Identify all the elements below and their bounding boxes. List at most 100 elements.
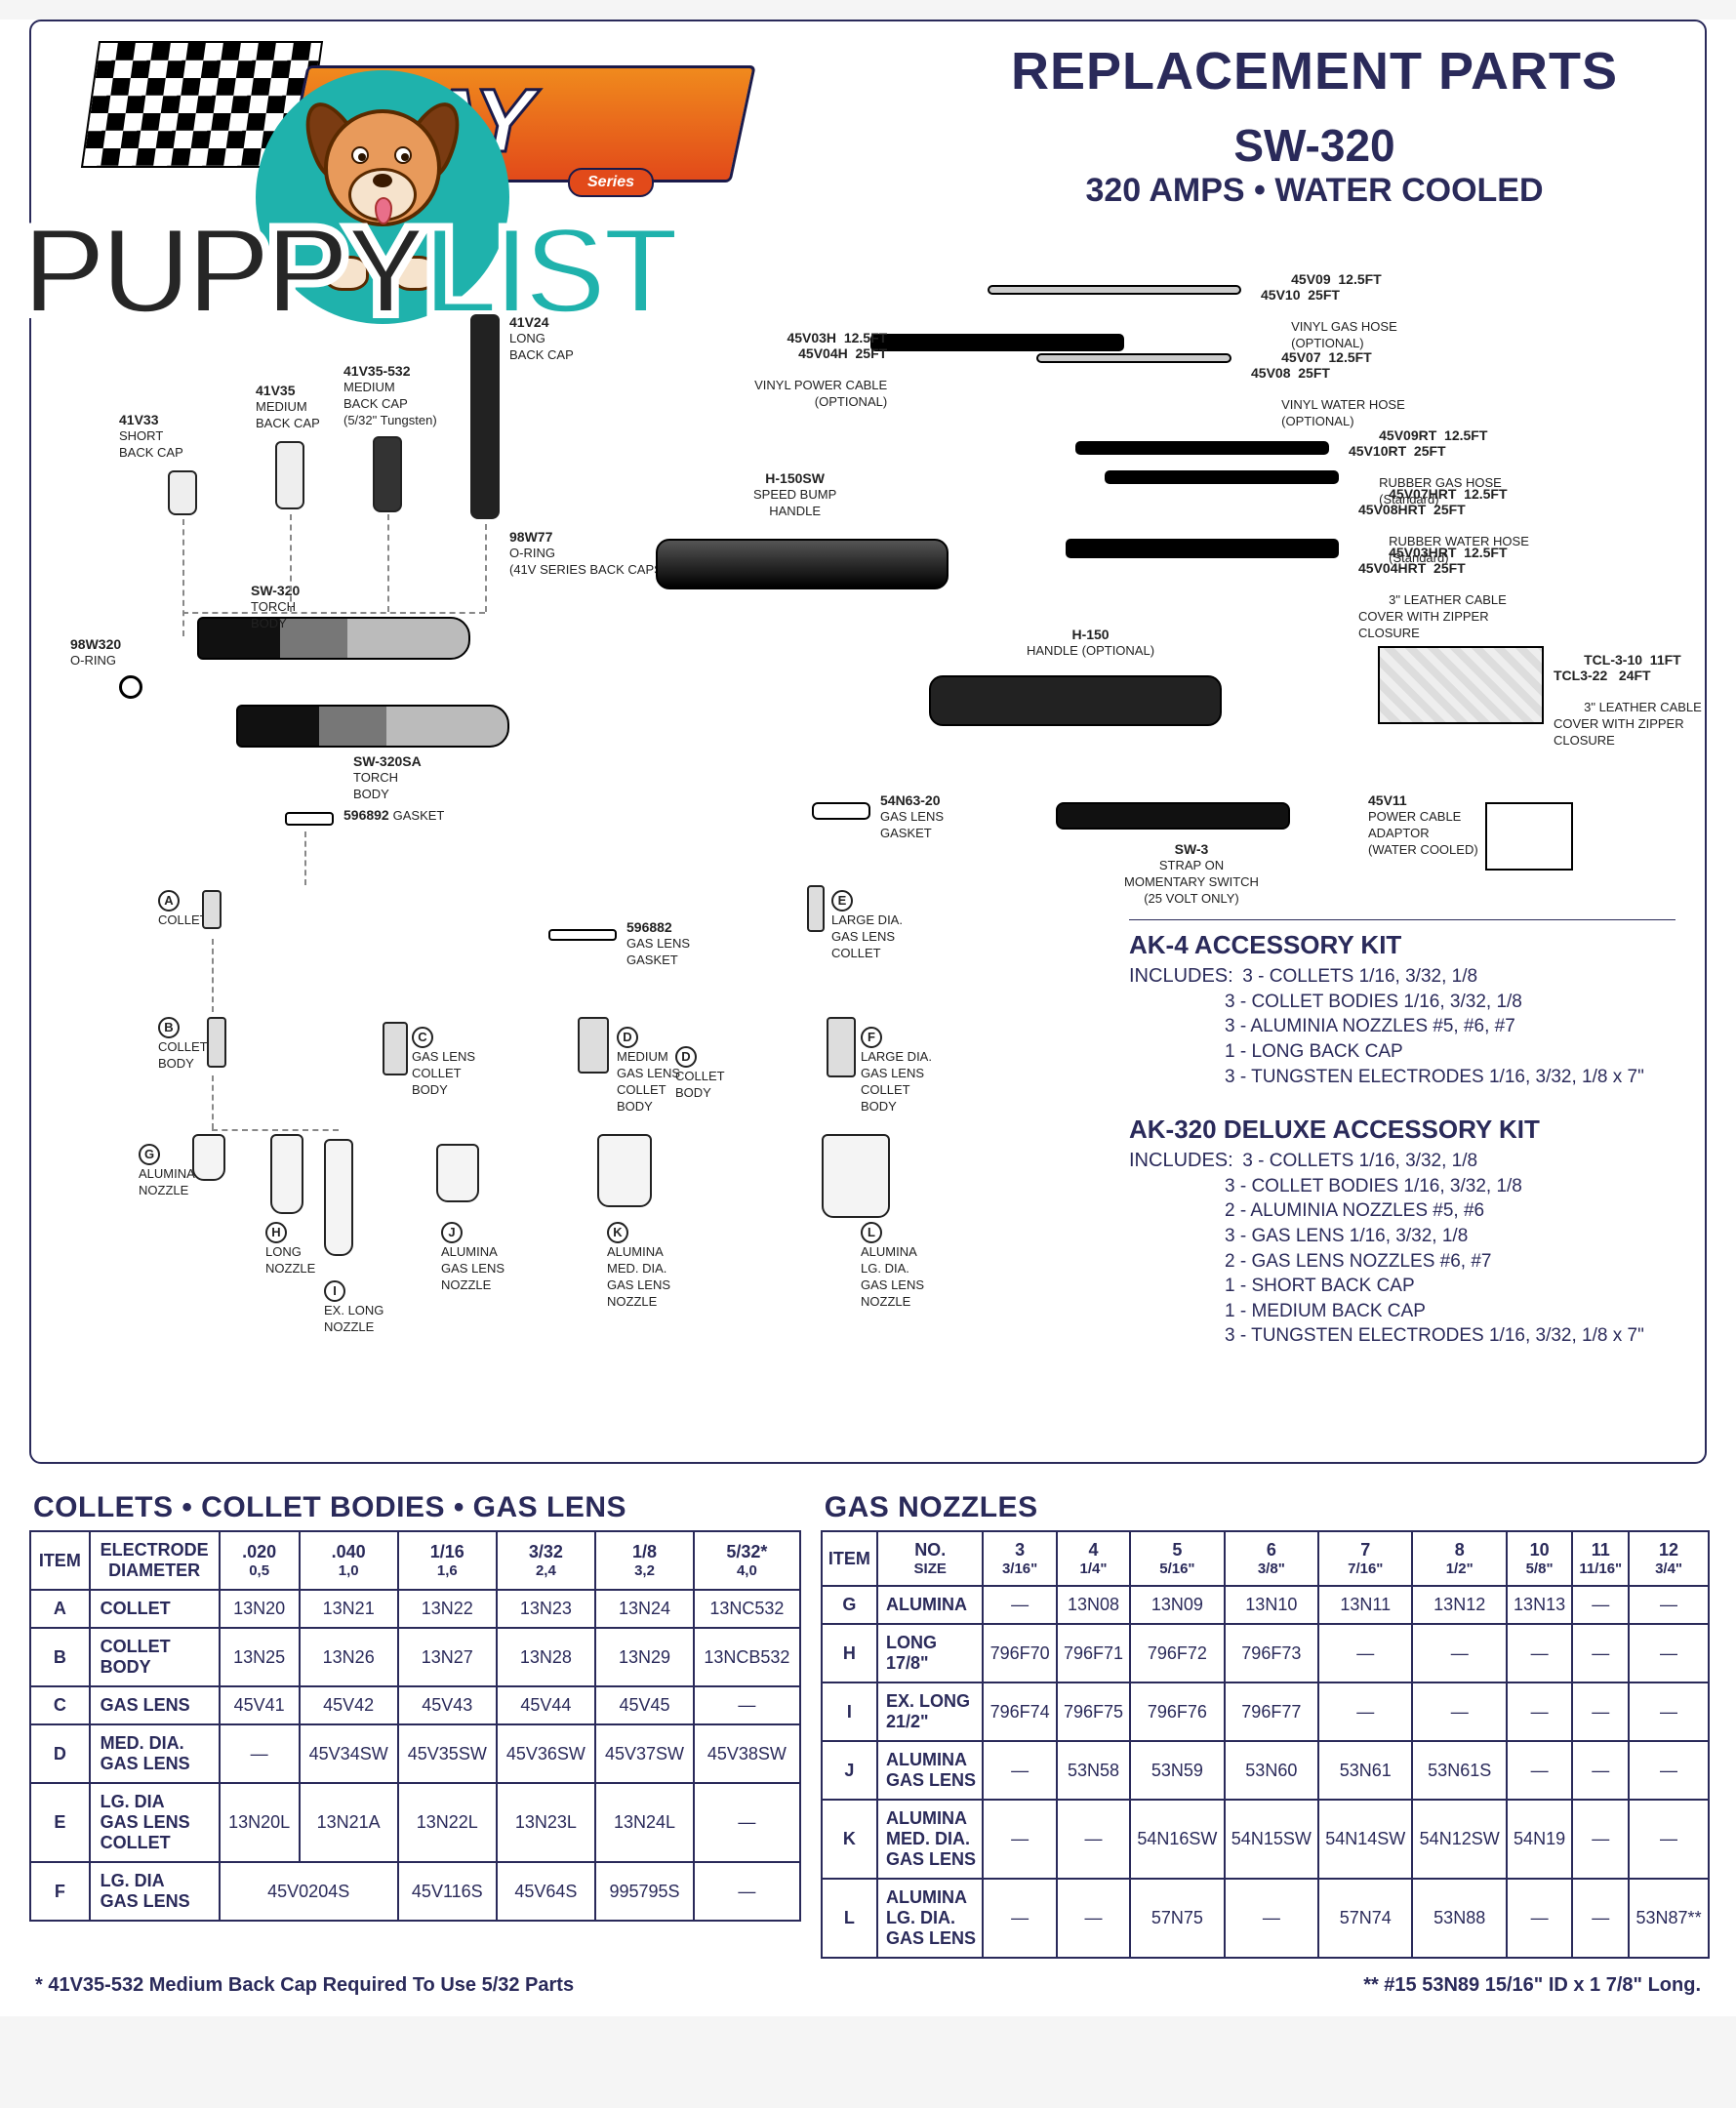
t1-cell: 13N24	[595, 1590, 694, 1628]
t2-cell: —	[1057, 1800, 1130, 1879]
t2-cell: —	[983, 1586, 1056, 1624]
speed-bump-handle-icon	[656, 539, 949, 589]
t1-cell: —	[220, 1724, 300, 1783]
torch-body-icon	[197, 617, 470, 660]
t2-cell: 57N74	[1318, 1879, 1412, 1958]
t1-cell: 45V0204S	[220, 1862, 398, 1921]
pn: 45V03H 12.5FT45V04H 25FT	[787, 330, 887, 361]
t1-item: B	[30, 1628, 90, 1686]
collet-icon	[202, 890, 222, 929]
kit-ak320-line-0: 3 - COLLETS 1/16, 3/32, 1/8	[1242, 1151, 1477, 1171]
t2-lbl: LONG17/8"	[877, 1624, 983, 1682]
t1-cell: 13NC532	[694, 1590, 800, 1628]
torch-body-sa-icon	[236, 705, 509, 748]
t1-h-116: 1/161,6	[398, 1531, 497, 1590]
pn: 45V09 12.5FT45V10 25FT	[1261, 271, 1382, 303]
callout-J: JALUMINAGAS LENSNOZZLE	[441, 1222, 505, 1293]
table-row: FLG. DIAGAS LENS45V0204S45V116S45V64S995…	[30, 1862, 800, 1921]
t1-cell: 45V34SW	[300, 1724, 398, 1783]
desc: MEDIUMGAS LENSCOLLETBODY	[617, 1049, 680, 1114]
callout-K: KALUMINAMED. DIA.GAS LENSNOZZLE	[607, 1222, 670, 1310]
table1-block: COLLETS • COLLET BODIES • GAS LENS ITEM …	[29, 1483, 801, 1959]
callout-98w77: 98W77 O-RING (41V SERIES BACK CAPS)	[509, 529, 666, 578]
t1-item: F	[30, 1862, 90, 1921]
t2-cell: 13N13	[1507, 1586, 1572, 1624]
kit-ak4-line-3: 1 - LONG BACK CAP	[1225, 1039, 1675, 1065]
header-row: WAY Series PUPPYLIST REPLACEMENT PART	[51, 41, 1685, 314]
t1-cell: 13N23L	[497, 1783, 595, 1862]
badge-K: K	[607, 1222, 628, 1243]
logo-series-pill: Series	[568, 168, 654, 197]
t1-cell: 45V44	[497, 1686, 595, 1724]
table-row: JALUMINAGAS LENS—53N5853N5953N6053N6153N…	[822, 1741, 1709, 1800]
desc: ALUMINALG. DIA.GAS LENSNOZZLE	[861, 1244, 924, 1309]
t2-lbl: ALUMINAGAS LENS	[877, 1741, 983, 1800]
kit-ak4-line-2: 3 - ALUMINIA NOZZLES #5, #6, #7	[1225, 1014, 1675, 1039]
alumina-nozzle-icon	[192, 1134, 225, 1181]
t1-lbl: LG. DIAGAS LENS	[90, 1862, 220, 1921]
collet-body-icon	[207, 1017, 226, 1068]
callout-41v33: 41V33 SHORTBACK CAP	[119, 412, 183, 461]
kit-ak320-line-7: 3 - TUNGSTEN ELECTRODES 1/16, 3/32, 1/8 …	[1225, 1323, 1675, 1349]
desc: GASKET	[393, 808, 445, 823]
kit-ak4-line-0: 3 - COLLETS 1/16, 3/32, 1/8	[1242, 966, 1477, 987]
t1-cell: —	[694, 1783, 800, 1862]
kit-ak320-title: AK-320 DELUXE ACCESSORY KIT	[1129, 1115, 1675, 1145]
desc: MEDIUMBACK CAP	[343, 380, 408, 411]
pn: 98W320	[70, 636, 121, 652]
t2-cell: 54N12SW	[1412, 1800, 1506, 1879]
footnote-right: ** #15 53N89 15/16" ID x 1 7/8" Long.	[1363, 1974, 1701, 1997]
pn: 45V07HRT 12.5FT45V08HRT 25FT	[1358, 486, 1508, 517]
t2-cell: 53N58	[1057, 1741, 1130, 1800]
t2-item: H	[822, 1624, 877, 1682]
callout-D: DMEDIUMGAS LENSCOLLETBODY	[617, 1027, 680, 1115]
desc: O-RING	[509, 546, 555, 560]
t2-cell: 796F73	[1225, 1624, 1318, 1682]
t2-cell: —	[1572, 1879, 1629, 1958]
callout-H: HLONGNOZZLE	[265, 1222, 315, 1277]
pn: 596882	[626, 919, 672, 935]
table-row: CGAS LENS45V4145V4245V4345V4445V45—	[30, 1686, 800, 1724]
kit-ak320-includes: INCLUDES:	[1129, 1150, 1233, 1171]
t1-item: D	[30, 1724, 90, 1783]
pn: 41V35-532	[343, 363, 411, 379]
t2-cell: —	[1412, 1682, 1506, 1741]
pn: 98W77	[509, 529, 552, 545]
t2-lbl: EX. LONG21/2"	[877, 1682, 983, 1741]
t2-cell: 796F72	[1130, 1624, 1224, 1682]
desc: VINYL WATER HOSE	[1281, 397, 1405, 412]
t1-lbl: MED. DIA.GAS LENS	[90, 1724, 220, 1783]
t2-cell: 796F74	[983, 1682, 1056, 1741]
t1-cell: 45V36SW	[497, 1724, 595, 1783]
badge-F: F	[861, 1027, 882, 1048]
pn: TCL-3-10 11FTTCL3-22 24FT	[1554, 652, 1681, 683]
t1-cell: 45V64S	[497, 1862, 595, 1921]
t1-item: A	[30, 1590, 90, 1628]
desc: 3" LEATHER CABLECOVER WITH ZIPPERCLOSURE	[1358, 592, 1507, 640]
kit-ak4-line-1: 3 - COLLET BODIES 1/16, 3/32, 1/8	[1225, 990, 1675, 1015]
t2-lbl: ALUMINALG. DIA.GAS LENS	[877, 1879, 983, 1958]
desc: LONGBACK CAP	[509, 331, 574, 362]
t2-cell: 796F71	[1057, 1624, 1130, 1682]
alumina-gas-lens-nozzle-icon	[436, 1144, 479, 1202]
desc: SPEED BUMPHANDLE	[753, 487, 836, 518]
table-row: KALUMINAMED. DIA.GAS LENS——54N16SW54N15S…	[822, 1800, 1709, 1879]
table-row: ACOLLET13N2013N2113N2213N2313N2413NC532	[30, 1590, 800, 1628]
t1-cell: 13N25	[220, 1628, 300, 1686]
t2-cell: 53N61	[1318, 1741, 1412, 1800]
t2-item: J	[822, 1741, 877, 1800]
badge-E: E	[831, 890, 853, 912]
short-back-cap-icon	[168, 470, 197, 515]
t2-cell: —	[983, 1800, 1056, 1879]
long-nozzle-icon	[270, 1134, 303, 1214]
desc: 3" LEATHER CABLECOVER WITH ZIPPERCLOSURE	[1554, 700, 1702, 748]
kit-ak4: AK-4 ACCESSORY KIT INCLUDES: 3 - COLLETS…	[1129, 910, 1675, 1089]
kit-ak320-line-4: 2 - GAS LENS NOZZLES #6, #7	[1225, 1249, 1675, 1275]
t1-h-item: ITEM	[30, 1531, 90, 1590]
t2-h-no: NO.SIZE	[877, 1531, 983, 1586]
t2-cell: 54N15SW	[1225, 1800, 1318, 1879]
pn: 45V03HRT 12.5FT45V04HRT 25FT	[1358, 545, 1508, 576]
t2-item: I	[822, 1682, 877, 1741]
callout-tcl: TCL-3-10 11FTTCL3-22 24FT 3" LEATHER CAB…	[1554, 636, 1702, 764]
t2-h-item: ITEM	[822, 1531, 877, 1586]
